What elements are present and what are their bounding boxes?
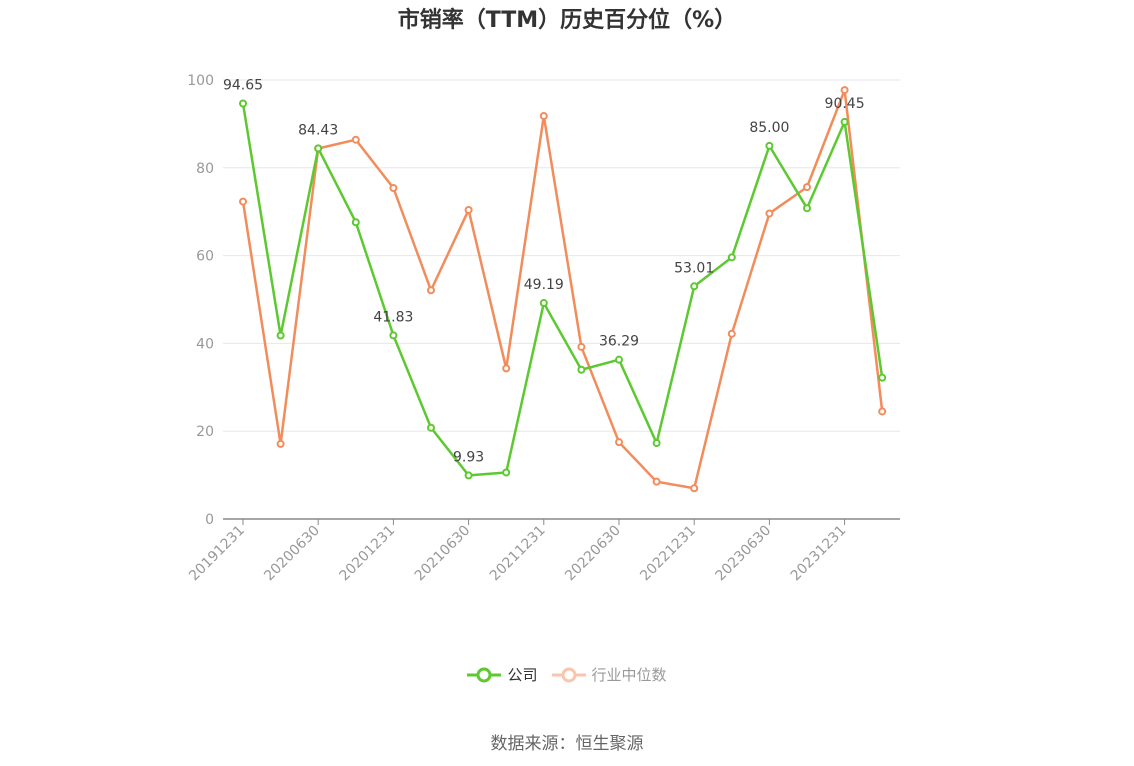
y-tick-label: 0 bbox=[205, 512, 214, 528]
series-lines bbox=[241, 88, 884, 490]
legend-line-circle-icon bbox=[467, 667, 502, 682]
data-labels: 94.65 84.43 41.83 9.93 49.19 36.29 53.01 85.00 9… bbox=[223, 77, 865, 465]
y-tick-label: 80 bbox=[196, 161, 214, 177]
data-point bbox=[803, 204, 811, 213]
data-point bbox=[539, 111, 548, 120]
x-tick-label: 20221231 bbox=[637, 523, 699, 585]
y-tick-label: 40 bbox=[196, 336, 214, 352]
data-point bbox=[314, 144, 323, 153]
data-source: 数据来源：恒生聚源 bbox=[490, 734, 644, 754]
legend-item-industry-median[interactable]: 行业中位数 bbox=[551, 664, 667, 685]
data-point bbox=[840, 86, 849, 95]
data-point bbox=[690, 282, 699, 291]
data-point bbox=[464, 471, 473, 480]
data-point bbox=[765, 209, 774, 218]
data-label: 41.83 bbox=[373, 309, 413, 325]
data-point bbox=[239, 197, 247, 206]
grid-lines bbox=[223, 79, 900, 432]
x-tick-label: 20201231 bbox=[337, 523, 399, 585]
legend: 公司 行业中位数 bbox=[0, 664, 1134, 685]
data-point bbox=[464, 205, 473, 214]
series-line-company bbox=[241, 103, 884, 477]
legend-label-company: 公司 bbox=[507, 666, 538, 684]
data-point bbox=[351, 135, 360, 144]
x-tick-label: 20211231 bbox=[487, 523, 549, 585]
chart-title: 市销率（TTM）历史百分位（%） bbox=[397, 8, 737, 33]
series-points bbox=[239, 86, 887, 493]
data-point bbox=[276, 331, 285, 340]
data-label: 84.43 bbox=[298, 122, 338, 138]
data-label: 94.65 bbox=[223, 77, 263, 93]
data-point bbox=[615, 438, 623, 447]
data-point bbox=[276, 439, 285, 448]
x-tick-label: 20220630 bbox=[562, 523, 624, 585]
data-point bbox=[389, 331, 398, 340]
y-tick-label: 100 bbox=[187, 73, 214, 89]
data-point bbox=[727, 253, 736, 262]
data-label: 90.45 bbox=[825, 96, 865, 112]
y-tick-label: 20 bbox=[196, 424, 214, 440]
x-tick-label: 20231231 bbox=[788, 523, 850, 585]
data-point bbox=[502, 364, 511, 373]
data-point bbox=[803, 183, 811, 192]
data-point bbox=[878, 373, 887, 382]
data-point bbox=[615, 355, 623, 364]
data-label: 9.93 bbox=[453, 449, 484, 465]
data-label: 85.00 bbox=[749, 120, 789, 136]
data-point bbox=[690, 484, 699, 493]
legend-item-company[interactable]: 公司 bbox=[467, 664, 538, 685]
data-point bbox=[427, 286, 435, 295]
data-point bbox=[878, 407, 887, 416]
data-point bbox=[577, 342, 586, 351]
data-point bbox=[351, 218, 360, 227]
legend-label-industry-median: 行业中位数 bbox=[591, 666, 667, 684]
data-point bbox=[652, 439, 661, 448]
data-point bbox=[502, 468, 511, 477]
data-point bbox=[765, 141, 774, 150]
x-tick-label: 20230630 bbox=[713, 523, 775, 585]
x-tick-label: 20210630 bbox=[412, 523, 474, 585]
data-label: 49.19 bbox=[524, 277, 564, 293]
data-label: 36.29 bbox=[599, 334, 639, 350]
series-line-industry-median bbox=[241, 88, 884, 490]
data-point bbox=[727, 329, 736, 338]
legend-line-circle-icon bbox=[551, 667, 586, 682]
x-tick-label: 20200630 bbox=[261, 523, 323, 585]
data-point bbox=[577, 365, 586, 374]
data-point bbox=[652, 477, 661, 486]
data-point bbox=[427, 423, 435, 432]
data-point bbox=[389, 183, 398, 192]
data-label: 53.01 bbox=[674, 260, 714, 276]
y-tick-label: 60 bbox=[196, 249, 214, 265]
x-tick-label: 20191231 bbox=[186, 523, 248, 585]
data-point bbox=[239, 99, 247, 108]
data-point bbox=[539, 299, 548, 308]
data-point bbox=[840, 117, 849, 126]
